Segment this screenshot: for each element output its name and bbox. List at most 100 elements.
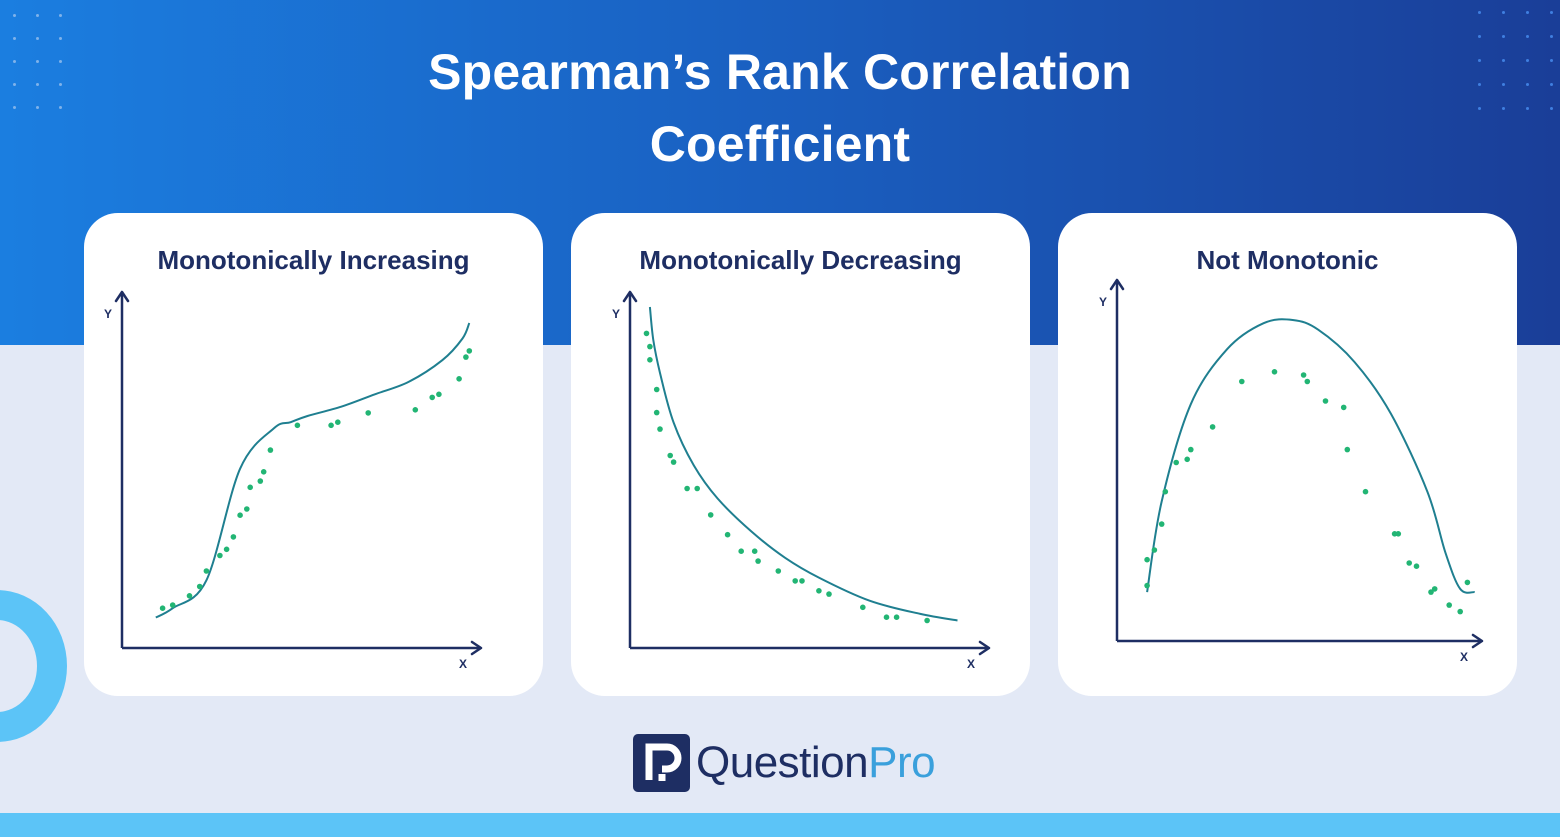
data-point	[751, 548, 758, 554]
data-point	[237, 512, 243, 518]
data-point	[1431, 586, 1438, 592]
data-point	[1395, 531, 1402, 537]
data-point	[657, 426, 663, 432]
data-point	[826, 591, 832, 597]
data-point	[1151, 547, 1158, 553]
data-point	[335, 419, 341, 425]
x-axis-arrow	[470, 640, 483, 656]
data-point	[186, 593, 193, 599]
data-point	[653, 409, 660, 416]
data-point	[1239, 378, 1245, 385]
data-point	[1304, 378, 1311, 385]
data-point	[643, 330, 650, 337]
chart-title-decreasing: Monotonically Decreasing	[639, 245, 962, 275]
data-point	[775, 568, 782, 574]
decorative-ring	[0, 590, 67, 742]
data-point	[169, 602, 176, 608]
data-point	[412, 407, 419, 413]
data-point	[1209, 424, 1216, 430]
data-point	[196, 583, 203, 590]
data-point	[1428, 589, 1434, 595]
chart-increasing: YX	[104, 290, 483, 671]
data-point	[724, 531, 731, 538]
data-point	[1362, 488, 1369, 495]
data-point	[328, 422, 334, 429]
data-point	[456, 376, 462, 382]
data-point	[924, 617, 930, 624]
x-axis-label: X	[459, 657, 467, 671]
x-axis-label: X	[967, 657, 975, 671]
chart-title-increasing: Monotonically Increasing	[157, 245, 470, 275]
data-point	[230, 534, 237, 540]
data-point	[1457, 608, 1463, 615]
data-point	[1173, 459, 1179, 466]
brand-question: Question	[696, 738, 869, 787]
fit-curve	[1146, 318, 1475, 594]
questionpro-logo-mark	[633, 734, 690, 792]
data-point	[1340, 404, 1347, 411]
bottom-accent-band	[0, 813, 1560, 837]
data-point	[653, 386, 660, 393]
y-axis-arrow	[1109, 278, 1125, 291]
page-title: Spearman’s Rank Correlation Coefficient	[280, 36, 1280, 180]
data-point	[799, 578, 805, 584]
data-point	[1271, 369, 1278, 375]
data-point	[257, 478, 264, 484]
data-point	[647, 343, 653, 350]
questionpro-wordmark: QuestionPro	[696, 737, 936, 789]
data-point	[1322, 398, 1329, 404]
y-axis-arrow	[114, 290, 130, 303]
brand-pro: Pro	[868, 738, 936, 787]
data-point	[1406, 560, 1412, 566]
x-axis-arrow	[1471, 633, 1484, 649]
data-point	[247, 484, 253, 491]
data-point	[1144, 582, 1150, 589]
y-axis-arrow	[622, 290, 638, 303]
data-point	[294, 422, 301, 429]
data-point	[267, 447, 274, 453]
y-axis-label: Y	[104, 307, 112, 321]
x-axis-arrow	[978, 640, 991, 656]
chart-card-decreasing: Monotonically Decreasing Y X	[571, 213, 1030, 696]
data-point	[466, 348, 473, 354]
y-axis-label: Y	[1099, 295, 1107, 309]
data-point	[816, 588, 822, 594]
data-point	[203, 568, 210, 574]
fit-curve	[155, 322, 471, 619]
title-line-1: Spearman’s Rank Correlation	[428, 44, 1132, 100]
x-axis-label: X	[1460, 650, 1468, 664]
data-point	[429, 394, 436, 401]
chart-title-not-monotonic: Not Monotonic	[1196, 245, 1379, 275]
data-point	[463, 354, 469, 360]
title-line-2: Coefficient	[649, 116, 911, 172]
y-axis-label: Y	[612, 307, 620, 321]
data-point	[1144, 556, 1150, 563]
data-point	[1188, 446, 1194, 453]
data-point	[1413, 563, 1420, 569]
data-point	[1446, 602, 1452, 608]
data-point	[1184, 456, 1190, 463]
data-point	[1300, 372, 1307, 378]
data-point	[365, 410, 372, 416]
data-point	[647, 357, 653, 363]
data-point	[755, 558, 761, 564]
data-point	[860, 604, 866, 611]
data-point	[1158, 521, 1165, 527]
data-point	[217, 552, 223, 559]
data-point	[159, 605, 166, 611]
data-point	[670, 459, 677, 465]
data-point	[694, 485, 700, 492]
data-point	[1344, 446, 1351, 453]
data-point	[1162, 488, 1169, 495]
data-point	[1464, 579, 1471, 586]
data-point	[260, 469, 267, 475]
chart-not-monotonic: YX	[1099, 278, 1484, 664]
data-point	[883, 614, 890, 620]
data-point	[738, 548, 744, 554]
data-point	[684, 485, 690, 492]
data-point	[707, 512, 714, 518]
data-point	[436, 391, 442, 398]
data-point	[223, 546, 230, 553]
